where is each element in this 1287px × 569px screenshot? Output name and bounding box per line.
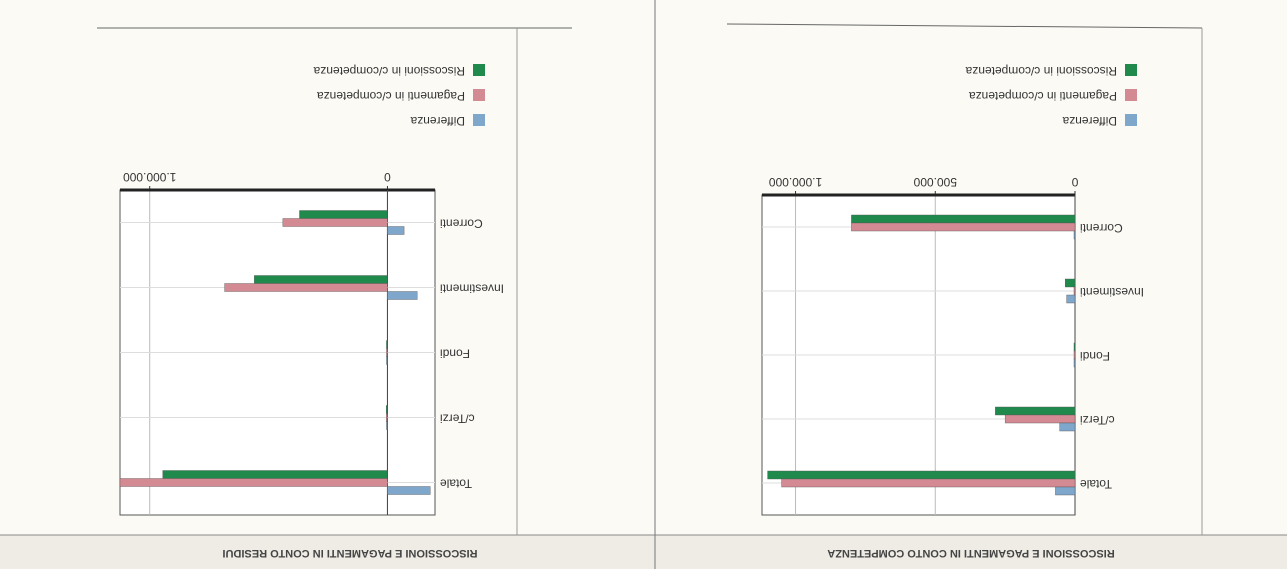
bar (1066, 294, 1076, 304)
category-label: c/Terzi (1080, 413, 1115, 427)
bar (1073, 350, 1076, 360)
bar (781, 478, 1076, 488)
bar (386, 405, 388, 414)
legend-swatch (473, 89, 485, 101)
bar (386, 348, 388, 357)
legend-label: Pagamenti in c/competenza (969, 89, 1117, 103)
bar (851, 214, 1076, 224)
chart-title: RISCOSSIONI E PAGAMENTI IN CONTO RESIDUI (222, 547, 477, 559)
category-label: Correnti (440, 216, 483, 230)
bar (299, 210, 388, 219)
legend-swatch (1125, 89, 1137, 101)
bar (386, 340, 388, 349)
bar (767, 470, 1076, 480)
legend-swatch (473, 64, 485, 76)
category-label: Fondi (440, 346, 470, 360)
bar (387, 226, 405, 235)
legend-swatch (1125, 64, 1137, 76)
x-tick-label: 0 (1071, 175, 1078, 189)
x-tick-label: 1.000.000 (123, 170, 177, 184)
bar (1055, 486, 1076, 496)
category-label: Investimenti (1080, 285, 1144, 299)
bar (224, 283, 388, 292)
bar (386, 413, 388, 422)
bar (387, 486, 431, 495)
bar (1004, 414, 1076, 424)
category-label: c/Terzi (440, 411, 475, 425)
legend-label: Riscossioni in c/competenza (965, 64, 1117, 78)
bar (995, 406, 1076, 416)
category-label: Correnti (1080, 221, 1123, 235)
bar (1065, 278, 1076, 288)
bar (1073, 286, 1076, 296)
bar (386, 356, 388, 365)
legend-label: Differenza (410, 114, 465, 128)
legend-swatch (1125, 114, 1137, 126)
bar (386, 421, 388, 430)
title-band (0, 535, 1287, 569)
bar (1059, 422, 1076, 432)
x-tick-label: 1.000.000 (769, 175, 823, 189)
bar (1073, 358, 1076, 368)
category-label: Totale (1080, 477, 1112, 491)
bar (162, 470, 388, 479)
bar (119, 478, 388, 487)
bar (1073, 342, 1076, 352)
bar (387, 291, 418, 300)
legend-swatch (473, 114, 485, 126)
chart-title: RISCOSSIONI E PAGAMENTI IN CONTO COMPETE… (827, 547, 1115, 559)
category-label: Investimenti (440, 281, 504, 295)
bar (282, 218, 388, 227)
category-label: Totale (440, 476, 472, 490)
frame-top (726, 23, 1203, 29)
legend-label: Pagamenti in c/competenza (317, 89, 465, 103)
bar (851, 222, 1076, 232)
x-tick-label: 500.000 (913, 175, 957, 189)
bar (1073, 230, 1076, 240)
legend-label: Riscossioni in c/competenza (313, 64, 465, 78)
bar (254, 275, 388, 284)
category-label: Fondi (1080, 349, 1110, 363)
x-tick-label: 0 (384, 170, 391, 184)
legend-label: Differenza (1062, 114, 1117, 128)
